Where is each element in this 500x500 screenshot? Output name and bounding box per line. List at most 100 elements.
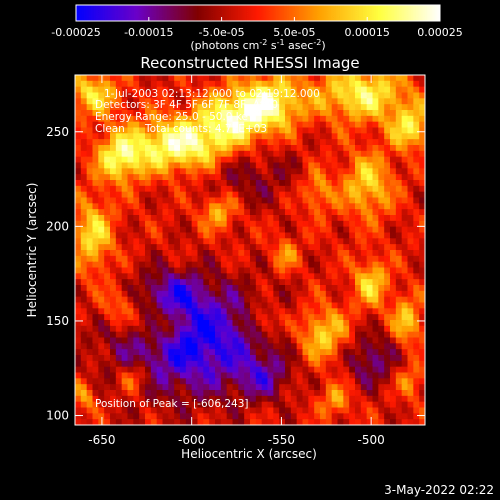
- heatmap-cell: [150, 331, 158, 338]
- heatmap-cell: [220, 203, 228, 210]
- heatmap-cell: [390, 191, 397, 198]
- heatmap-cell: [401, 279, 408, 286]
- heatmap-cell: [250, 255, 257, 263]
- heatmap-cell: [226, 168, 233, 175]
- heatmap-cell: [290, 331, 298, 338]
- heatmap-cell: [238, 98, 245, 105]
- heatmap-cell: [232, 145, 239, 152]
- heatmap-cell: [80, 150, 88, 158]
- heatmap-cell: [290, 180, 298, 187]
- heatmap-cell: [390, 174, 397, 181]
- heatmap-cell: [191, 273, 198, 280]
- heatmap-cell: [226, 220, 233, 228]
- heatmap-cell: [355, 337, 362, 344]
- heatmap-cell: [232, 395, 239, 403]
- heatmap-cell: [395, 360, 403, 368]
- heatmap-cell: [331, 174, 338, 181]
- heatmap-cell: [145, 226, 152, 233]
- heatmap-cell: [185, 290, 193, 298]
- heatmap-cell: [296, 314, 303, 321]
- heatmap-cell: [139, 174, 146, 181]
- heatmap-cell: [185, 232, 193, 239]
- heatmap-cell: [296, 273, 303, 280]
- heatmap-cell: [238, 366, 245, 373]
- heatmap-cell: [378, 384, 385, 391]
- heatmap-cell: [110, 98, 117, 105]
- heatmap-cell: [180, 320, 187, 327]
- heatmap-cell: [337, 413, 344, 420]
- heatmap-cell: [296, 390, 303, 397]
- heatmap-cell: [115, 273, 123, 280]
- heatmap-cell: [372, 343, 379, 350]
- heatmap-cell: [273, 407, 280, 414]
- heatmap-cell: [261, 395, 268, 403]
- heatmap-cell: [320, 244, 327, 251]
- heatmap-cell: [244, 372, 251, 379]
- heatmap-cell: [331, 401, 338, 408]
- heatmap-cell: [168, 308, 175, 315]
- heatmap-cell: [104, 349, 111, 356]
- heatmap-cell: [209, 250, 216, 257]
- heatmap-cell: [325, 232, 333, 239]
- heatmap-cell: [296, 92, 303, 99]
- heatmap-cell: [302, 104, 309, 111]
- heatmap-cell: [86, 320, 93, 327]
- heatmap-cell: [314, 180, 321, 187]
- heatmap-cell: [314, 92, 321, 99]
- heatmap-cell: [127, 308, 134, 315]
- heatmap-cell: [162, 150, 169, 158]
- heatmap-cell: [366, 273, 373, 280]
- heatmap-cell: [168, 267, 175, 274]
- heatmap-cell: [337, 384, 344, 391]
- heatmap-cell: [384, 255, 391, 263]
- heatmap-cell: [395, 92, 403, 99]
- heatmap-cell: [267, 115, 274, 123]
- heatmap-cell: [355, 419, 362, 426]
- heatmap-cell: [86, 355, 93, 362]
- heatmap-cell: [378, 308, 385, 315]
- heatmap-cell: [150, 168, 158, 175]
- heatmap-cell: [203, 121, 210, 128]
- heatmap-cell: [255, 366, 263, 373]
- heatmap-cell: [337, 331, 344, 338]
- heatmap-cell: [215, 390, 222, 397]
- heatmap-cell: [110, 355, 117, 362]
- heatmap-cell: [209, 180, 216, 187]
- heatmap-cell: [156, 185, 163, 193]
- heatmap-cell: [308, 390, 315, 397]
- heatmap-cell: [261, 92, 268, 99]
- heatmap-cell: [407, 80, 414, 88]
- heatmap-cell: [302, 121, 309, 128]
- heatmap-cell: [290, 255, 298, 263]
- heatmap-cell: [366, 244, 373, 251]
- heatmap-cell: [191, 145, 198, 152]
- heatmap-cell: [139, 115, 146, 123]
- heatmap-cell: [174, 110, 181, 117]
- heatmap-cell: [191, 250, 198, 257]
- heatmap-cell: [133, 75, 140, 82]
- heatmap-cell: [244, 314, 251, 321]
- heatmap-cell: [384, 360, 391, 368]
- heatmap-cell: [308, 314, 315, 321]
- heatmap-cell: [331, 314, 338, 321]
- heatmap-cell: [320, 419, 327, 426]
- heatmap-cell: [360, 145, 368, 152]
- heatmap-cell: [337, 92, 344, 99]
- heatmap-cell: [197, 349, 204, 356]
- heatmap-cell: [162, 366, 169, 373]
- heatmap-cell: [191, 285, 198, 292]
- y-tick-label: 150: [46, 314, 69, 328]
- heatmap-cell: [168, 139, 175, 146]
- heatmap-cell: [285, 337, 292, 344]
- heatmap-cell: [273, 372, 280, 379]
- heatmap-cell: [325, 337, 333, 344]
- heatmap-cell: [250, 238, 257, 245]
- heatmap-cell: [168, 133, 175, 140]
- heatmap-cell: [80, 390, 88, 397]
- heatmap-cell: [401, 302, 408, 309]
- heatmap-cell: [185, 238, 193, 245]
- heatmap-cell: [401, 355, 408, 362]
- heatmap-cell: [384, 174, 391, 181]
- heatmap-cell: [395, 390, 403, 397]
- heatmap-cell: [162, 255, 169, 263]
